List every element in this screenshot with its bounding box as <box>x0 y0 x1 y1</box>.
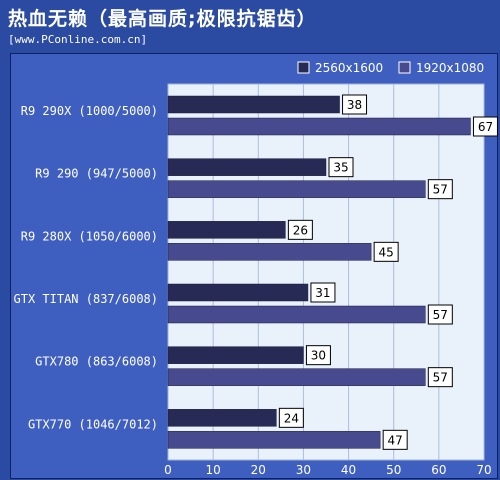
data-label-box <box>427 179 453 200</box>
bar <box>167 95 340 114</box>
data-label: 67 <box>478 120 493 134</box>
data-label: 38 <box>347 98 362 112</box>
legend-label: 2560x1600 <box>315 61 383 75</box>
bar <box>167 243 372 261</box>
data-label: 57 <box>433 371 448 385</box>
category-label: R9 290X (1000/5000) <box>21 104 158 118</box>
category-label: GTX780 (863/6008) <box>35 355 158 369</box>
x-tick-label: 60 <box>431 463 446 477</box>
data-label-box <box>287 219 313 240</box>
category-label: R9 290 (947/5000) <box>35 167 158 181</box>
category-label: GTX770 (1046/7012) <box>28 417 158 431</box>
bar <box>167 221 286 239</box>
data-label: 31 <box>315 286 330 300</box>
bar <box>167 180 426 198</box>
x-tick-label: 30 <box>296 463 311 477</box>
data-label-box <box>328 157 354 178</box>
data-label: 47 <box>388 433 403 447</box>
chart-title: 热血无赖（最高画质;极限抗锯齿） <box>8 8 317 30</box>
bar <box>167 409 277 427</box>
data-label-box <box>427 304 453 325</box>
x-tick-label: 70 <box>476 463 491 477</box>
data-label-box <box>305 345 331 366</box>
bar <box>167 117 471 136</box>
bar <box>167 305 426 324</box>
data-label-box <box>278 407 304 428</box>
data-label: 35 <box>333 161 348 175</box>
data-label: 24 <box>284 411 299 425</box>
data-label-box <box>373 241 399 262</box>
bar <box>167 346 304 364</box>
data-label-box <box>342 94 368 115</box>
data-label-box <box>382 429 408 450</box>
bar <box>167 283 309 302</box>
bar <box>167 431 381 449</box>
data-label-box <box>472 116 498 137</box>
legend-swatch <box>398 61 411 74</box>
category-label: GTX TITAN (837/6008) <box>14 292 159 306</box>
x-tick-label: 40 <box>341 463 356 477</box>
x-tick-label: 20 <box>251 463 266 477</box>
legend-swatch <box>297 61 310 74</box>
plot-area <box>167 83 485 461</box>
data-label: 57 <box>433 183 448 197</box>
data-label: 45 <box>379 245 394 259</box>
x-tick-label: 10 <box>206 463 221 477</box>
data-label: 30 <box>311 349 326 363</box>
legend-label: 1920x1080 <box>416 61 484 75</box>
source-label: [www.PConline.com.cn] <box>8 33 148 46</box>
data-label-box <box>310 282 336 303</box>
bar <box>167 368 426 386</box>
data-label: 26 <box>293 223 308 237</box>
category-label: R9 280X (1050/6000) <box>21 229 158 243</box>
x-tick-label: 50 <box>386 463 401 477</box>
bar <box>167 158 327 176</box>
x-tick-label: 0 <box>164 463 172 477</box>
data-label-box <box>427 367 453 388</box>
data-label: 57 <box>433 308 448 322</box>
